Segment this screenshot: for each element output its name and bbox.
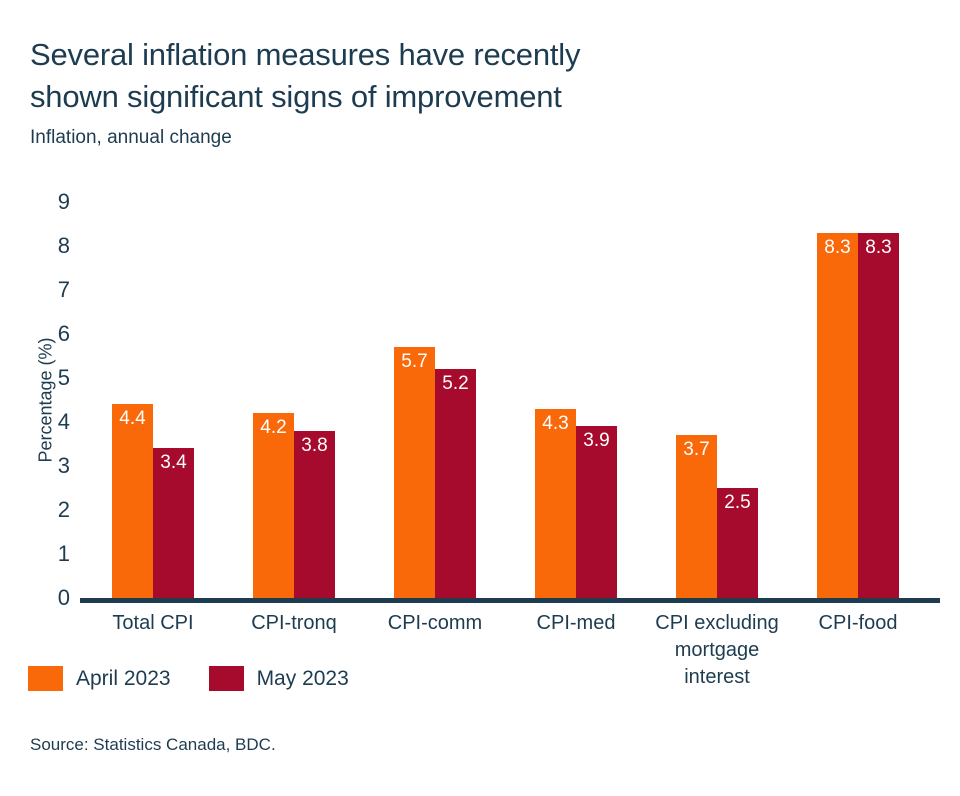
bar-may-2023-cpi-tronq: 3.8: [294, 431, 335, 598]
bar-april-2023-cpi-tronq: 4.2: [253, 413, 294, 598]
bar-april-2023-cpi-med: 4.3: [535, 409, 576, 598]
bar-april-2023-total-cpi: 4.4: [112, 404, 153, 598]
x-label-total-cpi: Total CPI: [112, 612, 194, 634]
bar-value-label: 3.7: [683, 439, 710, 460]
bar-value-label: 4.2: [260, 417, 287, 438]
legend-item-may-2023: May 2023: [208, 666, 349, 691]
y-tick-6: 6: [57, 321, 70, 346]
legend: April 2023 May 2023: [28, 666, 349, 691]
y-tick-5: 5: [57, 365, 70, 390]
x-label-cpi-food: CPI-food: [818, 612, 898, 634]
y-tick-8: 8: [57, 233, 70, 258]
y-tick-2: 2: [57, 497, 70, 522]
y-tick-9: 9: [57, 189, 70, 214]
x-label-cpi-tronq: CPI-tronq: [251, 612, 337, 634]
x-label-cpi-comm: CPI-comm: [387, 612, 483, 634]
bar-value-label: 8.3: [824, 237, 851, 258]
y-tick-4: 4: [57, 409, 70, 434]
x-label-cpi-med: CPI-med: [536, 612, 616, 634]
bar-value-label: 8.3: [865, 237, 892, 258]
chart-title: Several inflation measures have recently…: [30, 34, 580, 118]
bar-value-label: 4.3: [542, 413, 569, 434]
source-note: Source: Statistics Canada, BDC.: [30, 735, 276, 754]
bar-april-2023-cpi-excluding-mortgage-interest: 3.7: [676, 435, 717, 598]
bar-april-2023-cpi-comm: 5.7: [394, 347, 435, 598]
y-tick-7: 7: [57, 277, 70, 302]
bar-value-label: 3.8: [301, 435, 328, 456]
chart-subtitle: Inflation, annual change: [30, 127, 232, 148]
y-tick-1: 1: [57, 541, 70, 566]
bar-value-label: 2.5: [724, 492, 751, 513]
legend-label-april-2023: April 2023: [76, 666, 171, 690]
bar-may-2023-cpi-comm: 5.2: [435, 369, 476, 598]
y-tick-3: 3: [57, 453, 70, 478]
bar-value-label: 5.7: [401, 351, 428, 372]
chart-title-line1: Several inflation measures have recently: [30, 37, 581, 72]
y-tick-0: 0: [57, 585, 70, 610]
bar-value-label: 3.4: [160, 452, 187, 473]
bar-may-2023-cpi-excluding-mortgage-interest: 2.5: [717, 488, 758, 598]
bar-may-2023-cpi-med: 3.9: [576, 426, 617, 598]
bar-value-label: 5.2: [442, 373, 469, 394]
bar-may-2023-total-cpi: 3.4: [153, 448, 194, 598]
chart-title-line2: shown significant signs of improvement: [30, 79, 562, 114]
bar-value-label: 3.9: [583, 430, 610, 451]
bar-april-2023-cpi-food: 8.3: [817, 233, 858, 598]
legend-label-may-2023: May 2023: [256, 666, 349, 690]
y-axis-title: Percentage (%): [35, 337, 56, 463]
bar-value-label: 4.4: [119, 408, 146, 429]
legend-item-april-2023: April 2023: [28, 666, 171, 691]
bar-may-2023-cpi-food: 8.3: [858, 233, 899, 598]
x-axis-line: [80, 598, 940, 603]
x-label-cpi-excluding-mortgage-interest: CPI excluding mortgage interest: [655, 612, 779, 688]
legend-swatch-may-2023: [208, 666, 244, 691]
legend-swatch-april-2023: [28, 666, 63, 691]
